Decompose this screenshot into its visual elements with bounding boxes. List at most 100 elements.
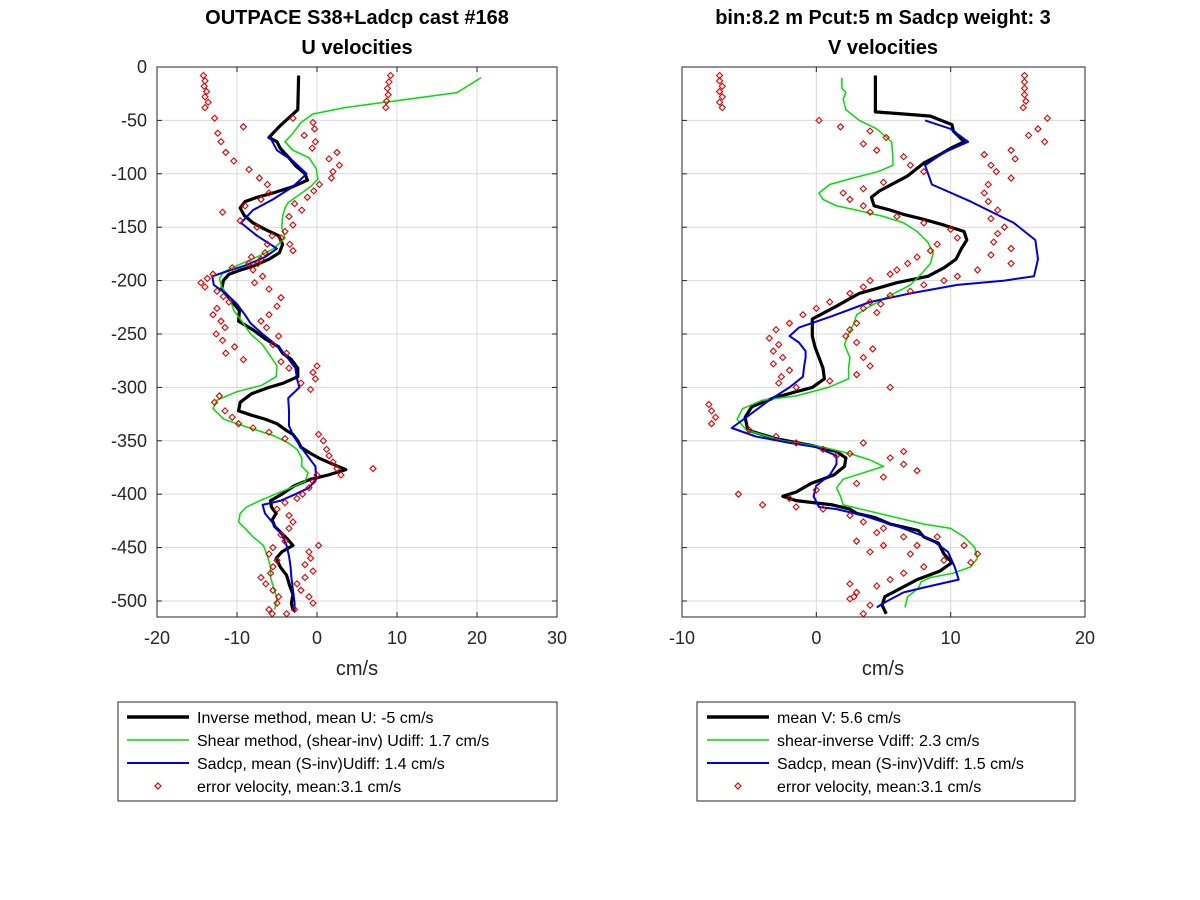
error-velocity-point (967, 558, 975, 567)
error-velocity-point (973, 550, 982, 558)
error-velocity-point (850, 592, 858, 601)
error-velocity-point (1034, 125, 1042, 133)
error-velocity-point (715, 98, 724, 107)
error-velocity-point (305, 592, 313, 601)
error-velocity-point (879, 178, 888, 187)
error-velocity-point (281, 537, 289, 545)
error-velocity-point (846, 511, 854, 520)
error-velocity-point (203, 274, 212, 283)
error-velocity-point (1007, 244, 1015, 253)
error-velocity-point (285, 524, 293, 533)
error-velocity-point (293, 580, 301, 588)
error-velocity-point (253, 223, 261, 231)
error-velocity-point (920, 281, 928, 289)
sadcp-profile-line (211, 134, 318, 612)
error-velocity-point (222, 148, 230, 157)
error-velocity-point (282, 349, 291, 357)
sadcp-profile-line (730, 119, 1039, 609)
y-tick-label: -100 (111, 164, 147, 184)
error-velocity-point (273, 599, 281, 607)
error-velocity-point (734, 490, 743, 498)
error-velocity-point (879, 524, 888, 533)
error-velocity-point (940, 556, 948, 565)
error-velocity-point (882, 133, 890, 142)
error-velocity-point (269, 563, 277, 571)
error-velocity-point (718, 103, 727, 112)
error-velocity-point (987, 214, 995, 223)
error-velocity-point (774, 379, 783, 387)
right-legend-sadcp-label: Sadcp, mean (S-inv)Vdiff: 1.5 cm/s (777, 756, 1024, 773)
error-velocity-point (852, 370, 861, 379)
error-velocity-point (277, 234, 285, 242)
error-velocity-point (308, 144, 316, 152)
error-velocity-point (846, 289, 854, 298)
y-tick-label: -500 (111, 591, 147, 611)
error-velocity-point (217, 137, 225, 146)
error-velocity-point (382, 103, 390, 112)
error-velocity-point (707, 407, 716, 415)
error-velocity-point (769, 347, 778, 355)
y-tick-label: -150 (111, 217, 147, 237)
error-velocity-point (711, 413, 720, 422)
right-tick-marks (681, 66, 1086, 617)
error-velocity-point (993, 206, 1002, 214)
error-velocity-point (866, 208, 874, 217)
error-velocity-point (265, 310, 273, 319)
error-velocity-point (257, 317, 265, 325)
x-tick-label: 10 (387, 628, 407, 648)
left-subtitle: U velocities (301, 37, 412, 59)
error-velocity-point (792, 503, 800, 511)
error-velocity-point (778, 353, 787, 362)
error-velocity-point (298, 206, 306, 214)
error-velocity-point (199, 71, 208, 80)
error-velocity-point (222, 349, 230, 357)
error-velocity-point (219, 292, 228, 301)
error-velocity-point (257, 255, 265, 264)
error-velocity-point (265, 605, 273, 614)
error-velocity-point (792, 383, 800, 392)
error-velocity-point (322, 445, 331, 454)
error-velocity-point (241, 202, 249, 210)
error-velocity-point (313, 362, 321, 370)
error-velocity-point (209, 270, 217, 278)
error-velocity-point (913, 541, 921, 550)
error-velocity-point (305, 548, 313, 556)
right-xlabel: cm/s (862, 658, 904, 680)
error-velocity-point (247, 253, 256, 261)
error-velocity-point (825, 377, 834, 385)
error-velocity-point (265, 189, 273, 197)
error-velocity-point (940, 276, 948, 285)
right-tick-labels: -10 0 10 20 (669, 628, 1095, 648)
error-velocity-point (329, 167, 337, 176)
error-velocity-point (274, 592, 283, 601)
x-tick-label: -10 (669, 628, 695, 648)
error-velocity-point (842, 332, 850, 340)
error-velocity-point (385, 78, 393, 86)
error-velocity-point (877, 300, 885, 308)
error-velocity-point (325, 451, 333, 460)
error-velocity-point (859, 304, 868, 313)
error-velocity-point (383, 84, 392, 93)
error-velocity-point (310, 187, 318, 195)
error-velocity-point (263, 180, 272, 189)
error-velocity-point (920, 167, 928, 176)
error-velocity-point (1040, 137, 1049, 146)
error-velocity-point (214, 129, 222, 137)
error-velocity-point (913, 466, 921, 475)
error-velocity-point (903, 259, 912, 268)
error-velocity-point (309, 477, 317, 486)
error-velocity-point (769, 360, 778, 368)
error-velocity-point (289, 114, 297, 123)
error-velocity-point (309, 368, 317, 377)
right-axes-box (681, 66, 1086, 618)
left-legend-box (117, 701, 558, 802)
error-velocity-point (873, 308, 881, 317)
error-velocity-point (980, 189, 989, 197)
error-velocity-point (859, 184, 868, 193)
error-velocity-point (311, 137, 320, 146)
error-velocity-point (197, 278, 205, 287)
error-velocity-point (993, 229, 1002, 238)
error-velocity-point (815, 116, 823, 125)
error-velocity-point (245, 259, 253, 268)
error-velocity-point (249, 424, 257, 432)
